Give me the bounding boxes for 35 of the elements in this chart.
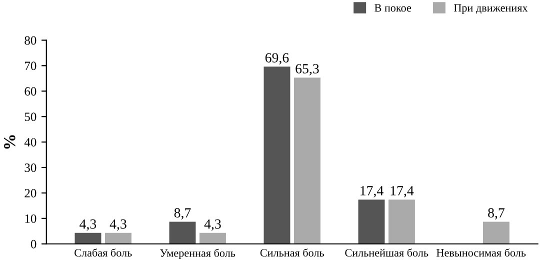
- x-tick-label: Умеренная боль: [160, 248, 236, 260]
- data-label: 4,3: [204, 219, 221, 231]
- x-tick-label: Слабая боль: [74, 248, 132, 257]
- bar: [294, 78, 320, 244]
- y-tick-label: 50: [24, 112, 36, 122]
- bar: [264, 66, 290, 244]
- y-axis-title: %: [4, 135, 16, 149]
- x-tick-label: Сильнейшая боль: [345, 248, 428, 257]
- y-tick-label: 20: [24, 188, 36, 198]
- bar: [169, 222, 196, 244]
- x-tick-label: Сильная боль: [260, 248, 324, 257]
- legend-label: В покое: [374, 4, 412, 12]
- bar: [74, 232, 102, 244]
- data-label: 65,3: [296, 64, 319, 76]
- data-label: 17,4: [360, 186, 384, 198]
- data-label: 69,6: [265, 53, 289, 64]
- data-label: 4,3: [80, 219, 96, 231]
- data-label: 4,3: [110, 219, 126, 231]
- y-tick-label: 0: [30, 240, 36, 248]
- y-tick-label: 30: [24, 164, 36, 172]
- y-tick-label: 40: [24, 138, 36, 146]
- y-tick-label: 80: [24, 36, 36, 45]
- data-label: 8,7: [488, 208, 505, 220]
- data-label: 8,7: [174, 208, 191, 220]
- y-tick-label: 70: [25, 62, 36, 70]
- legend-label: При движениях: [454, 4, 528, 14]
- bar: [483, 222, 510, 244]
- data-label: 17,4: [390, 186, 414, 198]
- y-tick-label: 60: [24, 87, 36, 96]
- y-tick-label: 10: [25, 214, 36, 223]
- x-tick-label: Невыносимая боль: [436, 248, 526, 257]
- bar: [105, 232, 132, 244]
- bar: [200, 232, 226, 244]
- bar: [388, 200, 415, 244]
- bar: [358, 200, 385, 244]
